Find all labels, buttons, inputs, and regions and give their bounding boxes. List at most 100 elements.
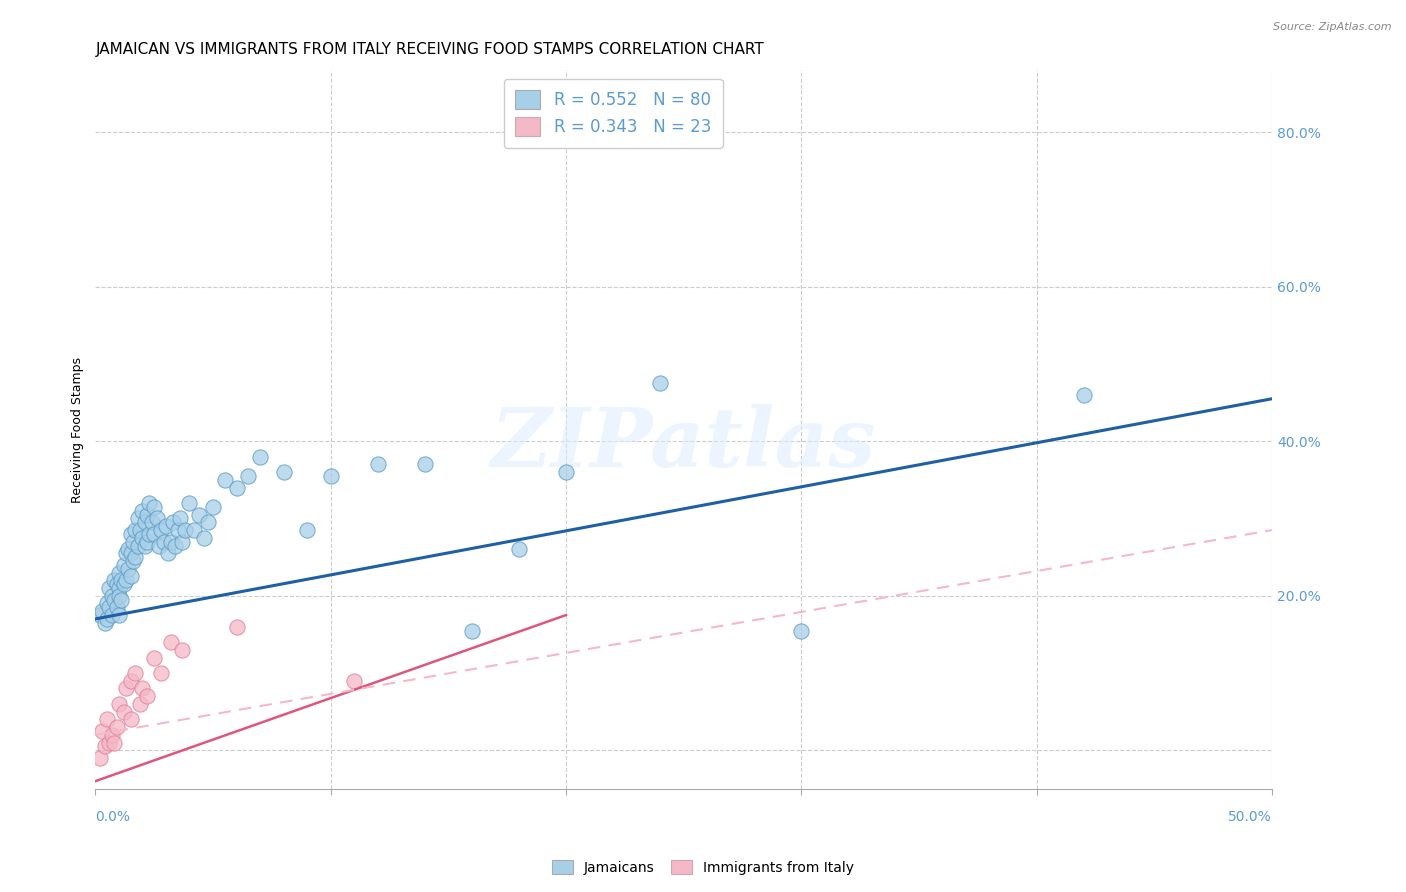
Point — [120, 673, 142, 688]
Point — [108, 608, 131, 623]
Point — [148, 539, 170, 553]
Point — [131, 681, 153, 696]
Point — [141, 516, 163, 530]
Point — [202, 500, 225, 514]
Point — [173, 523, 195, 537]
Point — [413, 458, 436, 472]
Point — [319, 469, 342, 483]
Point — [172, 534, 194, 549]
Point — [169, 511, 191, 525]
Point — [197, 516, 219, 530]
Point — [136, 534, 159, 549]
Point — [183, 523, 205, 537]
Point — [143, 527, 166, 541]
Point — [103, 735, 125, 749]
Text: ZIPatlas: ZIPatlas — [491, 404, 876, 484]
Point — [96, 712, 118, 726]
Point — [238, 469, 260, 483]
Point — [790, 624, 813, 638]
Point — [143, 500, 166, 514]
Point — [214, 473, 236, 487]
Point — [108, 589, 131, 603]
Point — [127, 511, 149, 525]
Point — [98, 735, 121, 749]
Point — [101, 608, 124, 623]
Text: 0.0%: 0.0% — [96, 811, 131, 824]
Point — [650, 376, 672, 391]
Point — [115, 574, 138, 588]
Point — [110, 574, 132, 588]
Point — [138, 496, 160, 510]
Point — [138, 527, 160, 541]
Y-axis label: Receiving Food Stamps: Receiving Food Stamps — [72, 357, 84, 503]
Point — [94, 739, 117, 754]
Point — [136, 689, 159, 703]
Point — [134, 539, 156, 553]
Point — [101, 589, 124, 603]
Point — [193, 531, 215, 545]
Point — [273, 465, 295, 479]
Point — [150, 523, 173, 537]
Point — [98, 600, 121, 615]
Point — [129, 697, 152, 711]
Point — [112, 577, 135, 591]
Point — [115, 681, 138, 696]
Point — [159, 635, 181, 649]
Point — [150, 665, 173, 680]
Point — [145, 511, 167, 525]
Legend: Jamaicans, Immigrants from Italy: Jamaicans, Immigrants from Italy — [547, 855, 859, 880]
Point — [295, 523, 318, 537]
Point — [343, 673, 366, 688]
Point — [159, 534, 181, 549]
Point — [89, 608, 111, 623]
Point — [91, 604, 114, 618]
Point — [103, 574, 125, 588]
Point — [110, 592, 132, 607]
Point — [120, 527, 142, 541]
Point — [105, 600, 128, 615]
Text: JAMAICAN VS IMMIGRANTS FROM ITALY RECEIVING FOOD STAMPS CORRELATION CHART: JAMAICAN VS IMMIGRANTS FROM ITALY RECEIV… — [96, 42, 763, 57]
Point — [120, 712, 142, 726]
Point — [461, 624, 484, 638]
Point — [96, 597, 118, 611]
Point — [134, 516, 156, 530]
Point — [105, 577, 128, 591]
Point — [112, 705, 135, 719]
Point — [166, 523, 188, 537]
Point — [122, 534, 145, 549]
Point — [155, 519, 177, 533]
Point — [108, 566, 131, 580]
Point — [225, 481, 247, 495]
Point — [555, 465, 578, 479]
Point — [136, 508, 159, 522]
Point — [152, 534, 174, 549]
Point — [98, 581, 121, 595]
Point — [1073, 388, 1095, 402]
Point — [108, 697, 131, 711]
Point — [105, 720, 128, 734]
Point — [120, 569, 142, 583]
Legend: R = 0.552   N = 80, R = 0.343   N = 23: R = 0.552 N = 80, R = 0.343 N = 23 — [503, 78, 723, 148]
Point — [225, 620, 247, 634]
Point — [508, 542, 530, 557]
Point — [124, 523, 146, 537]
Point — [117, 562, 139, 576]
Point — [115, 546, 138, 560]
Point — [162, 516, 184, 530]
Point — [249, 450, 271, 464]
Text: Source: ZipAtlas.com: Source: ZipAtlas.com — [1274, 22, 1392, 32]
Point — [143, 650, 166, 665]
Point — [122, 554, 145, 568]
Point — [131, 531, 153, 545]
Point — [89, 751, 111, 765]
Point — [91, 723, 114, 738]
Point — [112, 558, 135, 572]
Point — [108, 581, 131, 595]
Point — [103, 592, 125, 607]
Point — [172, 642, 194, 657]
Text: 50.0%: 50.0% — [1229, 811, 1272, 824]
Point — [179, 496, 201, 510]
Point — [101, 728, 124, 742]
Point — [187, 508, 209, 522]
Point — [367, 458, 389, 472]
